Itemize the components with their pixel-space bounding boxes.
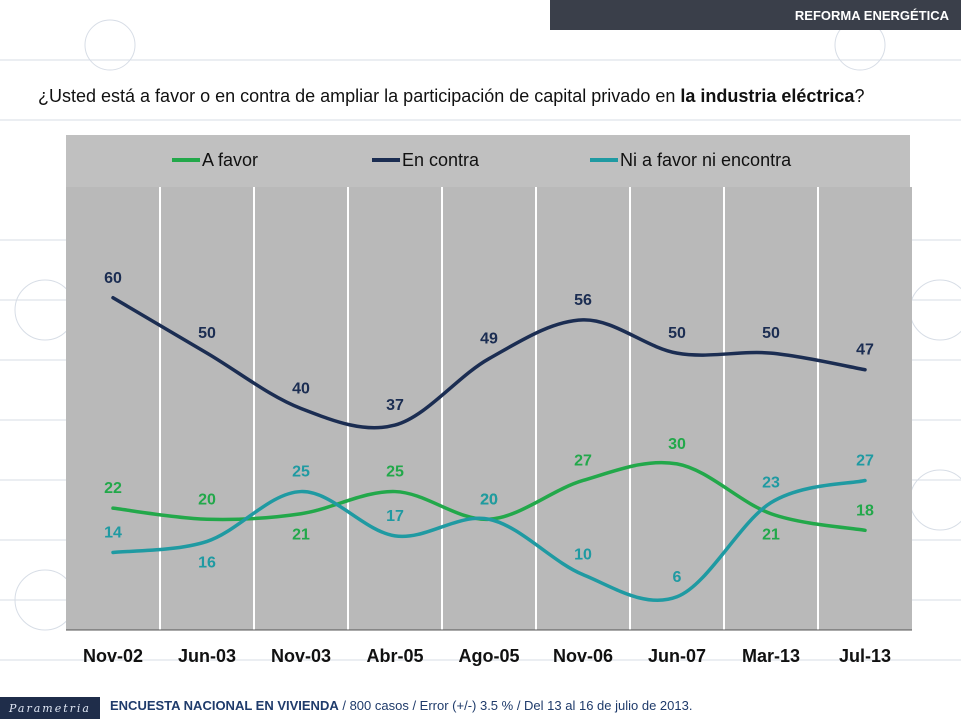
question-suffix: ? (854, 86, 865, 106)
data-label: 25 (386, 464, 404, 481)
legend-label: En contra (402, 150, 480, 170)
legend-item: En contra (372, 150, 480, 170)
footer-rest: / 800 casos / Error (+/-) 3.5 % / Del 13… (338, 698, 693, 713)
footer-bold: ENCUESTA NACIONAL EN VIVIENDA (110, 698, 339, 713)
x-tick-label: Jul-13 (839, 646, 891, 666)
data-label: 23 (762, 475, 780, 492)
plot-area (66, 187, 912, 636)
data-label: 10 (574, 547, 592, 564)
x-tick-label: Jun-07 (648, 646, 706, 666)
category-band (66, 187, 160, 630)
section-tag: REFORMA ENERGÉTICA (550, 0, 961, 30)
category-band (442, 187, 536, 630)
series-line-en-contra (111, 296, 867, 430)
chart-legend: A favor En contra Ni a favor ni encontra (172, 150, 792, 170)
data-label: 14 (104, 524, 122, 541)
data-label: 30 (668, 436, 686, 453)
data-label: 50 (762, 325, 780, 342)
data-label: 40 (292, 381, 310, 398)
data-label: 37 (386, 397, 404, 414)
data-label: 60 (104, 270, 122, 287)
category-band (630, 187, 724, 630)
data-labels: 22 20 21 25 20 27 30 21 18 60 50 40 37 49 56 50 50 47 14 16… (104, 270, 874, 586)
data-label: 6 (673, 569, 682, 586)
x-tick-label: Ago-05 (458, 646, 519, 666)
series-line-ni-a-favor (111, 478, 867, 603)
data-label: 50 (198, 325, 216, 342)
data-label: 27 (574, 452, 592, 469)
data-label: 21 (292, 527, 310, 544)
legend-background (66, 135, 910, 187)
question-prefix: ¿Usted está a favor o en contra de ampli… (38, 86, 681, 106)
data-label: 50 (668, 325, 686, 342)
x-tick-label: Nov-03 (271, 646, 331, 666)
survey-question: ¿Usted está a favor o en contra de ampli… (38, 86, 864, 107)
x-tick-label: Mar-13 (742, 646, 800, 666)
data-label: 16 (198, 554, 216, 571)
x-tick-label: Jun-03 (178, 646, 236, 666)
x-tick-label: Nov-02 (83, 646, 143, 666)
category-band (724, 187, 818, 630)
data-label: 22 (104, 480, 122, 497)
question-bold: la industria eléctrica (680, 86, 855, 106)
category-band (160, 187, 254, 630)
series-lines (111, 296, 867, 603)
data-label: 47 (856, 342, 874, 359)
data-label: 17 (386, 508, 404, 525)
data-label: 49 (480, 331, 498, 348)
legend-label: A favor (202, 150, 258, 170)
x-axis-ticks: Nov-02 Jun-03 Nov-03 Abr-05 Ago-05 Nov-06 Jun-… (83, 646, 891, 666)
data-label: 25 (292, 464, 310, 481)
data-label: 20 (480, 491, 498, 508)
legend-item: A favor (172, 150, 258, 170)
data-label: 27 (856, 452, 874, 469)
data-label: 20 (198, 491, 216, 508)
data-label: 18 (856, 502, 874, 519)
footer-note: ENCUESTA NACIONAL EN VIVIENDA / 800 caso… (110, 698, 692, 713)
data-label: 56 (574, 292, 592, 309)
data-label: 20 (480, 491, 498, 508)
legend-label: Ni a favor ni encontra (620, 150, 792, 170)
category-band (818, 187, 912, 630)
x-tick-label: Nov-06 (553, 646, 613, 666)
legend-item: Ni a favor ni encontra (590, 150, 792, 170)
brand-logo: Parametria (0, 697, 100, 719)
data-label: 21 (762, 527, 780, 544)
x-tick-label: Abr-05 (366, 646, 423, 666)
